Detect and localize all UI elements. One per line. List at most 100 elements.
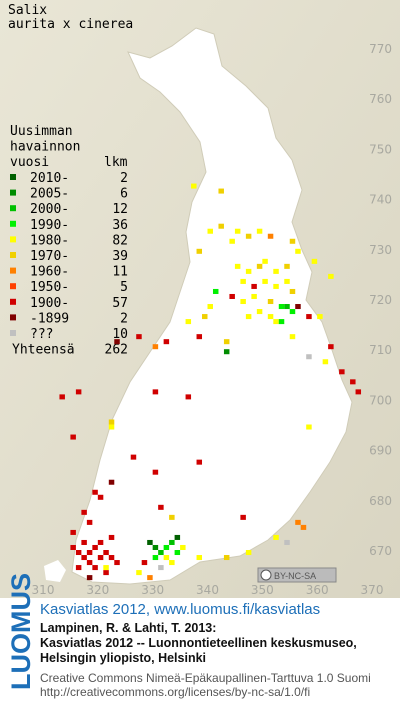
observation-square xyxy=(251,293,257,299)
luomus-logo: LUOMUS xyxy=(6,573,36,690)
observation-square xyxy=(256,263,263,269)
observation-squares xyxy=(59,183,362,581)
observation-square xyxy=(103,565,109,571)
observation-square xyxy=(59,394,65,400)
legend-count: 57 xyxy=(112,296,128,311)
legend-swatch xyxy=(10,236,16,243)
observation-square xyxy=(240,299,246,305)
x-grid-label: 320 xyxy=(86,583,109,597)
x-grid-label: 350 xyxy=(251,583,274,597)
legend-label: 1980- xyxy=(30,233,69,248)
y-grid-label: 730 xyxy=(369,243,392,257)
observation-square xyxy=(339,369,345,375)
legend-total: 262 xyxy=(105,343,128,358)
cc-icon xyxy=(260,569,272,581)
observation-square xyxy=(278,304,285,310)
legend-swatch xyxy=(10,314,16,321)
observation-square xyxy=(289,334,296,340)
legend-total-label: Yhteensä xyxy=(12,343,75,358)
observation-square xyxy=(86,575,93,581)
observation-square xyxy=(81,509,87,515)
observation-square xyxy=(169,560,175,566)
legend-label: 1970- xyxy=(30,249,69,264)
observation-square xyxy=(152,544,159,550)
legend-label: 1900- xyxy=(30,296,69,311)
x-grid-label: 310 xyxy=(32,583,55,597)
citation-line: Helsingin yliopisto, Helsinki xyxy=(40,651,206,665)
observation-square xyxy=(196,459,203,465)
legend-label: 1990- xyxy=(30,218,69,233)
observation-square xyxy=(223,349,230,355)
x-grid-label: 370 xyxy=(361,583,384,597)
observation-square xyxy=(136,570,142,576)
observation-square xyxy=(251,283,257,289)
observation-square xyxy=(163,555,170,561)
legend-swatch xyxy=(10,298,16,305)
observation-square xyxy=(81,539,87,545)
observation-square xyxy=(273,319,279,325)
observation-square xyxy=(229,238,235,244)
observation-square xyxy=(284,304,290,310)
observation-square xyxy=(75,389,82,395)
footer: Lampinen, R. & Lahti, T. 2013:Kasviatlas… xyxy=(40,621,371,699)
observation-square xyxy=(108,555,115,561)
license-badge-text: BY-NC-SA xyxy=(274,571,316,581)
observation-square xyxy=(174,534,181,540)
observation-square xyxy=(295,248,301,254)
legend-count: 82 xyxy=(112,233,128,248)
observation-square xyxy=(108,479,115,485)
observation-square xyxy=(245,268,252,274)
observation-square xyxy=(300,524,307,530)
legend-swatch xyxy=(10,174,16,180)
observation-square xyxy=(267,233,274,239)
license-badge xyxy=(257,567,337,583)
observation-square xyxy=(196,334,203,340)
legend-count: 11 xyxy=(112,265,128,280)
observation-square xyxy=(180,544,186,550)
observation-square xyxy=(207,304,213,310)
observation-square xyxy=(212,288,219,294)
legend-count: 36 xyxy=(112,218,128,233)
observation-square xyxy=(136,334,142,340)
observation-square xyxy=(223,555,230,561)
observation-square xyxy=(328,273,334,279)
observation-square xyxy=(245,314,252,320)
y-grid-label: 670 xyxy=(369,544,392,558)
y-grid-label: 680 xyxy=(369,494,392,508)
observation-square xyxy=(163,339,170,345)
observation-square xyxy=(92,489,98,495)
observation-square xyxy=(284,263,290,269)
observation-square xyxy=(158,565,164,571)
atlas-link[interactable]: Kasviatlas 2012, www.luomus.fi/kasviatla… xyxy=(40,601,320,618)
observation-square xyxy=(92,544,98,550)
observation-square xyxy=(284,278,290,284)
observation-square xyxy=(163,544,170,550)
observation-square xyxy=(92,565,98,571)
observation-square xyxy=(147,539,153,545)
legend-count: 2 xyxy=(120,171,128,186)
legend-count-heading: lkm xyxy=(104,155,128,170)
y-grid-label: 770 xyxy=(369,42,392,56)
observation-square xyxy=(97,555,104,561)
x-grid-label: 330 xyxy=(141,583,164,597)
y-grid-label: 750 xyxy=(369,142,392,156)
observation-square xyxy=(306,314,312,320)
observation-square xyxy=(70,434,76,440)
observation-square xyxy=(245,550,252,556)
legend-swatch xyxy=(10,283,16,290)
observation-square xyxy=(218,188,224,194)
observation-square xyxy=(267,299,274,305)
y-grid-label: 710 xyxy=(369,343,392,357)
legend-count: 39 xyxy=(112,249,128,264)
species-genus: Salix xyxy=(8,3,47,18)
observation-square xyxy=(317,314,323,320)
legend-swatch xyxy=(10,252,16,258)
observation-square xyxy=(158,550,164,556)
observation-square xyxy=(229,293,235,299)
observation-square xyxy=(273,283,279,289)
observation-square xyxy=(262,258,268,264)
observation-square xyxy=(103,550,109,556)
legend-label: 2010- xyxy=(30,171,69,186)
observation-square xyxy=(169,539,175,545)
